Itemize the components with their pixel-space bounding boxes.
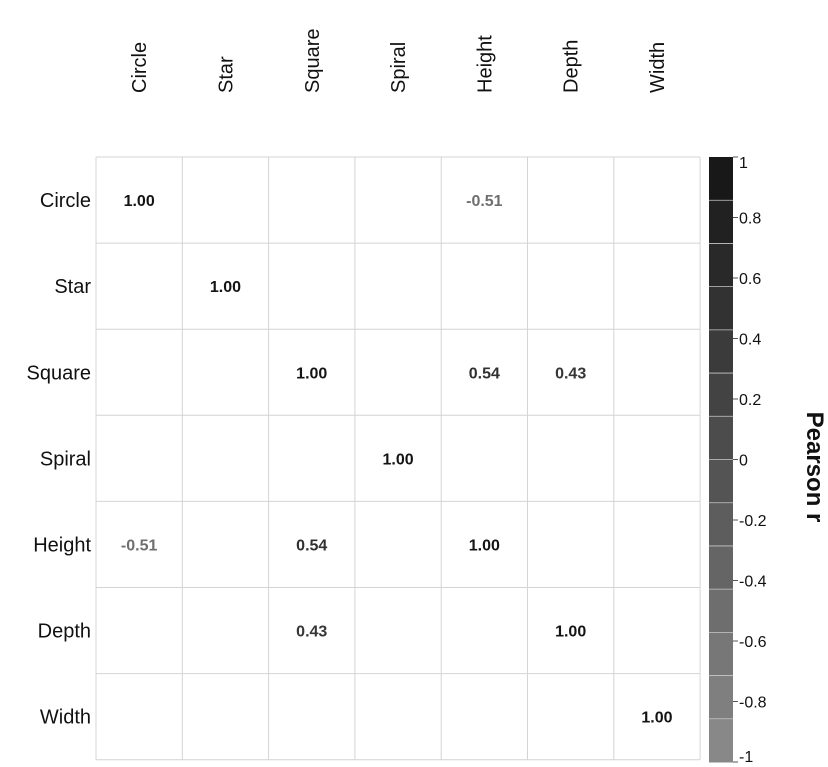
column-label: Depth xyxy=(561,40,583,93)
column-label: Spiral xyxy=(388,42,410,93)
colorbar-tick-label: -1 xyxy=(739,749,753,766)
cell-value: -0.51 xyxy=(121,537,158,554)
cell-value: 0.54 xyxy=(296,537,327,554)
row-label: Depth xyxy=(38,621,91,643)
colorbar-tick-label: 0 xyxy=(739,453,748,470)
colorbar-tick-label: -0.4 xyxy=(739,574,767,591)
colorbar-tick-label: 0.6 xyxy=(739,271,761,288)
colorbar-band xyxy=(709,545,733,590)
row-label: Width xyxy=(40,707,91,729)
cell-value: 1.00 xyxy=(469,537,500,554)
colorbar-tick-label: 1 xyxy=(739,155,748,172)
colorbar-tick-label: 0.2 xyxy=(739,392,761,409)
colorbar-band xyxy=(709,675,733,720)
row-label: Height xyxy=(33,534,91,556)
colorbar-band xyxy=(709,502,733,547)
colorbar-band xyxy=(709,718,733,763)
column-labels: Circle Star Square Spiral Height Depth Width xyxy=(129,29,669,94)
cell-value: 1.00 xyxy=(382,451,413,468)
column-label: Circle xyxy=(129,42,151,93)
colorbar-tick-label: 0.4 xyxy=(739,332,761,349)
cell-value: 1.00 xyxy=(641,710,672,727)
cell-value: 0.43 xyxy=(296,624,327,641)
cell-value: 1.00 xyxy=(124,193,155,210)
colorbar-tick-label: -0.8 xyxy=(739,695,767,712)
column-label: Width xyxy=(647,42,669,93)
colorbar-band xyxy=(709,286,733,331)
column-label: Square xyxy=(302,29,324,94)
row-label: Spiral xyxy=(40,448,91,470)
colorbar xyxy=(709,157,733,763)
column-label: Height xyxy=(474,35,496,93)
colorbar-band xyxy=(709,373,733,417)
colorbar-tick-label: 0.8 xyxy=(739,211,761,228)
heatmap-grid xyxy=(95,156,701,761)
colorbar-band xyxy=(709,632,733,677)
column-label: Star xyxy=(215,56,237,93)
colorbar-band xyxy=(709,243,733,288)
cell-value: 1.00 xyxy=(296,365,327,382)
cell-value: 1.00 xyxy=(555,624,586,641)
colorbar-tick-label: -0.2 xyxy=(739,513,767,530)
colorbar-band xyxy=(709,200,733,244)
colorbar-band xyxy=(709,459,733,504)
colorbar-ticks: 1 0.8 0.6 0.4 0.2 0 -0.2 -0.4 -0.6 -0.8 -1 xyxy=(733,155,767,766)
row-label: Square xyxy=(27,362,92,384)
row-labels: Circle Star Square Spiral Height Depth Width xyxy=(27,190,92,729)
colorbar-band xyxy=(709,589,733,633)
row-label: Star xyxy=(54,276,91,298)
colorbar-band xyxy=(709,157,733,201)
colorbar-band xyxy=(709,416,733,460)
cell-value: 0.54 xyxy=(469,365,500,382)
colorbar-tick-label: -0.6 xyxy=(739,634,767,651)
cell-value: 1.00 xyxy=(210,279,241,296)
cell-value: 0.43 xyxy=(555,365,586,382)
cell-value: -0.51 xyxy=(466,193,503,210)
colorbar-band xyxy=(709,329,733,374)
cell-values: 1.00 -0.51 1.00 1.00 0.54 0.43 1.00 -0.51 0.54 1.… xyxy=(121,193,673,727)
colorbar-title: Pearson r xyxy=(801,412,828,523)
row-label: Circle xyxy=(40,190,91,212)
